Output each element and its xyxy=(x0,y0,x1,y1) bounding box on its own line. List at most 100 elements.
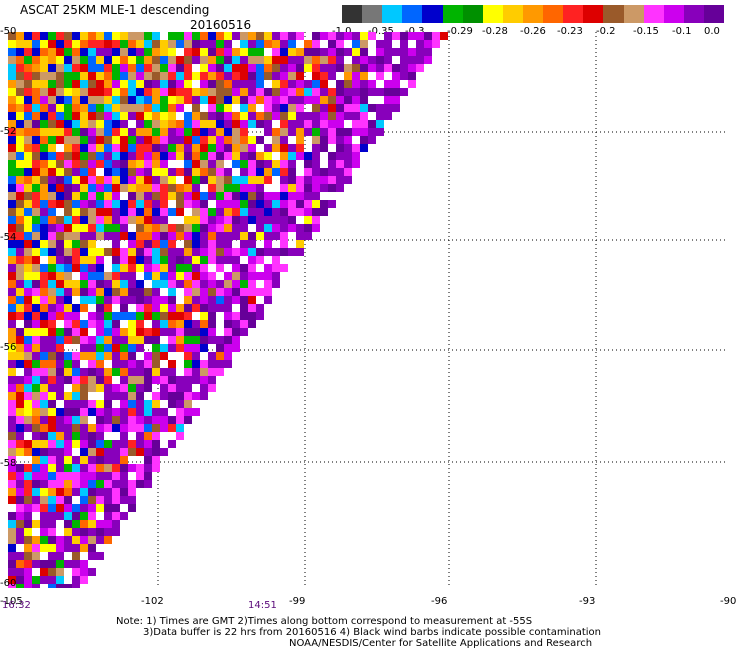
data-cell xyxy=(208,120,216,128)
data-cell xyxy=(80,576,88,584)
data-cell xyxy=(224,328,232,336)
data-cell xyxy=(384,32,392,40)
data-cell xyxy=(264,208,272,216)
data-cell xyxy=(32,560,40,568)
data-cell xyxy=(112,248,120,256)
data-cell xyxy=(104,216,112,224)
data-cell xyxy=(104,168,112,176)
data-cell xyxy=(8,456,16,464)
data-cell xyxy=(40,144,48,152)
data-cell xyxy=(184,280,192,288)
data-cell xyxy=(64,360,72,368)
data-cell xyxy=(40,152,48,160)
data-cell xyxy=(232,312,240,320)
data-cell xyxy=(232,232,240,240)
data-cell xyxy=(184,168,192,176)
data-cell xyxy=(32,240,40,248)
data-cell xyxy=(328,128,336,136)
data-cell xyxy=(176,432,184,440)
data-cell xyxy=(152,256,160,264)
data-cell xyxy=(16,528,24,536)
data-cell xyxy=(80,352,88,360)
data-cell xyxy=(48,416,56,424)
data-cell xyxy=(8,80,16,88)
data-cell xyxy=(40,456,48,464)
data-cell xyxy=(152,168,160,176)
data-cell xyxy=(200,288,208,296)
data-cell xyxy=(40,400,48,408)
data-cell xyxy=(216,360,224,368)
data-cell xyxy=(120,400,128,408)
data-cell xyxy=(8,360,16,368)
data-cell xyxy=(128,416,136,424)
data-cell xyxy=(112,88,120,96)
data-cell xyxy=(128,424,136,432)
data-cell xyxy=(104,320,112,328)
data-cell xyxy=(24,408,32,416)
data-cell xyxy=(16,480,24,488)
data-cell xyxy=(216,256,224,264)
data-cell xyxy=(176,408,184,416)
colorbar-swatch xyxy=(583,5,604,23)
data-cell xyxy=(192,352,200,360)
data-cell xyxy=(400,64,408,72)
data-cell xyxy=(104,72,112,80)
data-cell xyxy=(272,208,280,216)
data-cell xyxy=(232,88,240,96)
data-cell xyxy=(272,104,280,112)
data-cell xyxy=(128,232,136,240)
data-cell xyxy=(328,32,336,40)
data-cell xyxy=(88,496,96,504)
data-cell xyxy=(200,376,208,384)
data-cell xyxy=(208,168,216,176)
data-cell xyxy=(16,72,24,80)
data-cell xyxy=(208,32,216,40)
data-cell xyxy=(112,480,120,488)
data-cell xyxy=(376,104,384,112)
colorbar-label: 0.0 xyxy=(704,26,720,37)
data-cell xyxy=(88,184,96,192)
data-cell xyxy=(32,352,40,360)
data-cell xyxy=(248,304,256,312)
data-cell xyxy=(192,296,200,304)
data-cell xyxy=(64,320,72,328)
data-cell xyxy=(304,88,312,96)
data-cell xyxy=(8,192,16,200)
data-cell xyxy=(96,272,104,280)
data-cell xyxy=(96,352,104,360)
data-cell xyxy=(328,48,336,56)
data-cell xyxy=(256,192,264,200)
data-cell xyxy=(144,184,152,192)
data-cell xyxy=(64,176,72,184)
data-cell xyxy=(176,120,184,128)
data-cell xyxy=(64,272,72,280)
data-cell xyxy=(24,352,32,360)
data-cell xyxy=(296,184,304,192)
data-cell xyxy=(104,512,112,520)
data-cell xyxy=(72,120,80,128)
data-cell xyxy=(176,56,184,64)
data-cell xyxy=(200,128,208,136)
data-cell xyxy=(136,152,144,160)
data-cell xyxy=(24,368,32,376)
data-cell xyxy=(192,152,200,160)
data-cell xyxy=(24,80,32,88)
data-cell xyxy=(112,528,120,536)
data-cell xyxy=(72,504,80,512)
data-cell xyxy=(72,144,80,152)
data-cell xyxy=(216,288,224,296)
data-cell xyxy=(152,432,160,440)
data-cell xyxy=(56,48,64,56)
data-cell xyxy=(48,208,56,216)
data-cell xyxy=(32,472,40,480)
data-cell xyxy=(200,344,208,352)
data-cell xyxy=(176,272,184,280)
colorbar-label: -0.3 xyxy=(405,26,425,37)
data-cell xyxy=(8,496,16,504)
data-cell xyxy=(72,472,80,480)
data-cell xyxy=(80,528,88,536)
data-cell xyxy=(112,48,120,56)
data-cell xyxy=(40,88,48,96)
data-cell xyxy=(272,248,280,256)
data-cell xyxy=(48,104,56,112)
